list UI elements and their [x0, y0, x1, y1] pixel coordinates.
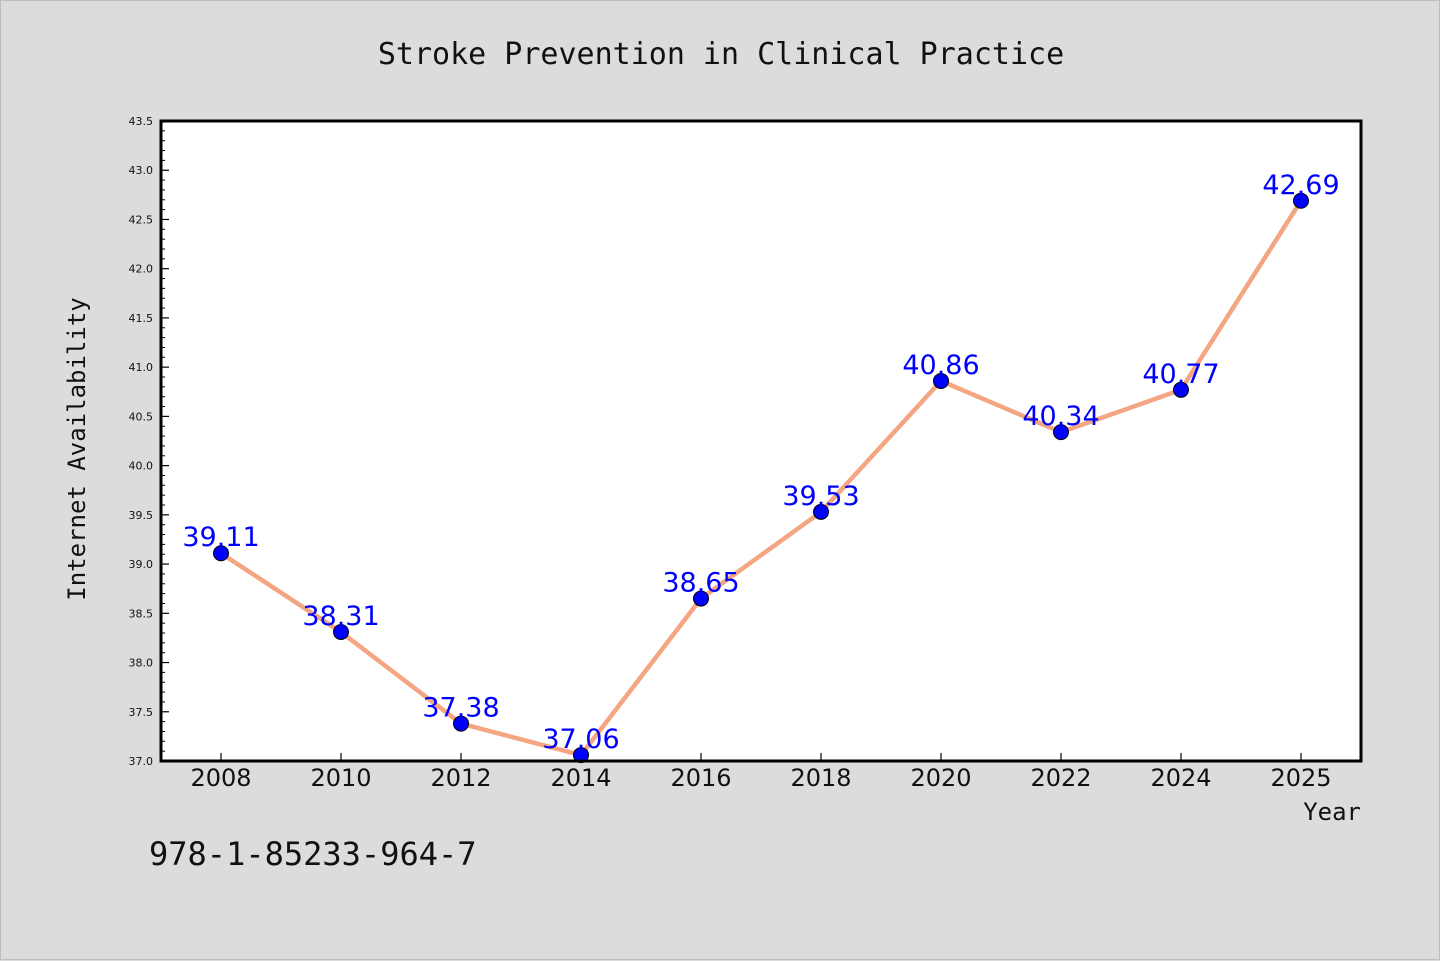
y-tick-label: 37.5	[129, 706, 154, 719]
data-point	[453, 715, 469, 732]
series-layer	[213, 192, 1309, 764]
data-label: 38.65	[662, 568, 739, 599]
data-label: 39.11	[182, 522, 259, 553]
data-point	[1053, 424, 1069, 441]
x-tick-label: 2024	[1150, 764, 1211, 792]
y-tick-label: 39.5	[129, 509, 154, 522]
y-tick-label: 43.5	[129, 115, 154, 128]
y-tick-label: 39.0	[129, 558, 154, 571]
plot-area	[161, 121, 1361, 761]
chart-title: Stroke Prevention in Clinical Practice	[378, 37, 1064, 72]
data-point	[693, 590, 709, 607]
x-tick-label: 2016	[670, 764, 731, 792]
y-tick-label: 42.5	[129, 213, 154, 226]
y-tick-label: 37.0	[129, 755, 154, 768]
data-point	[1173, 381, 1189, 398]
y-tick-label: 41.0	[129, 361, 154, 374]
data-point	[573, 747, 589, 764]
data-label: 37.06	[542, 724, 619, 755]
x-tick-label: 2010	[310, 764, 371, 792]
y-tick-label: 41.5	[129, 312, 154, 325]
x-axis-label: Year	[1303, 798, 1361, 826]
data-label: 40.34	[1022, 401, 1099, 432]
data-point	[1293, 192, 1309, 209]
y-tick-label: 38.0	[129, 657, 154, 670]
x-axis-ticks: 2008 2010 2012 2014 2016 2018 2020 2022 2024 2025	[190, 753, 1332, 792]
x-tick-label: 2018	[790, 764, 851, 792]
x-tick-label: 2025	[1270, 764, 1331, 792]
y-axis-label: Internet Availability	[63, 297, 91, 600]
data-point	[933, 372, 949, 389]
x-tick-label: 2008	[190, 764, 251, 792]
data-label: 42.69	[1262, 170, 1339, 201]
data-label: 40.77	[1142, 359, 1219, 390]
y-tick-label: 40.5	[129, 410, 154, 423]
y-tick-label: 42.0	[129, 263, 154, 276]
data-label: 38.31	[302, 601, 379, 632]
data-label: 39.53	[782, 481, 859, 512]
data-label: 37.38	[422, 693, 499, 724]
series-line	[218, 198, 1304, 758]
x-tick-label: 2022	[1030, 764, 1091, 792]
isbn-annotation: 978-1-85233-964-7	[149, 835, 477, 873]
data-point	[213, 545, 229, 562]
data-point	[333, 624, 349, 641]
data-label: 40.86	[902, 350, 979, 381]
x-tick-label: 2012	[430, 764, 491, 792]
y-tick-label: 38.5	[129, 607, 154, 620]
x-tick-label: 2014	[550, 764, 611, 792]
x-tick-label: 2020	[910, 764, 971, 792]
plot-frame	[159, 119, 1363, 763]
data-point	[813, 503, 829, 520]
y-tick-label: 43.0	[129, 164, 154, 177]
data-labels-layer: 39.11 38.31 37.38 37.06 38.65 39.53 40.86 40.34…	[182, 170, 1339, 755]
y-tick-label: 40.0	[129, 460, 154, 473]
